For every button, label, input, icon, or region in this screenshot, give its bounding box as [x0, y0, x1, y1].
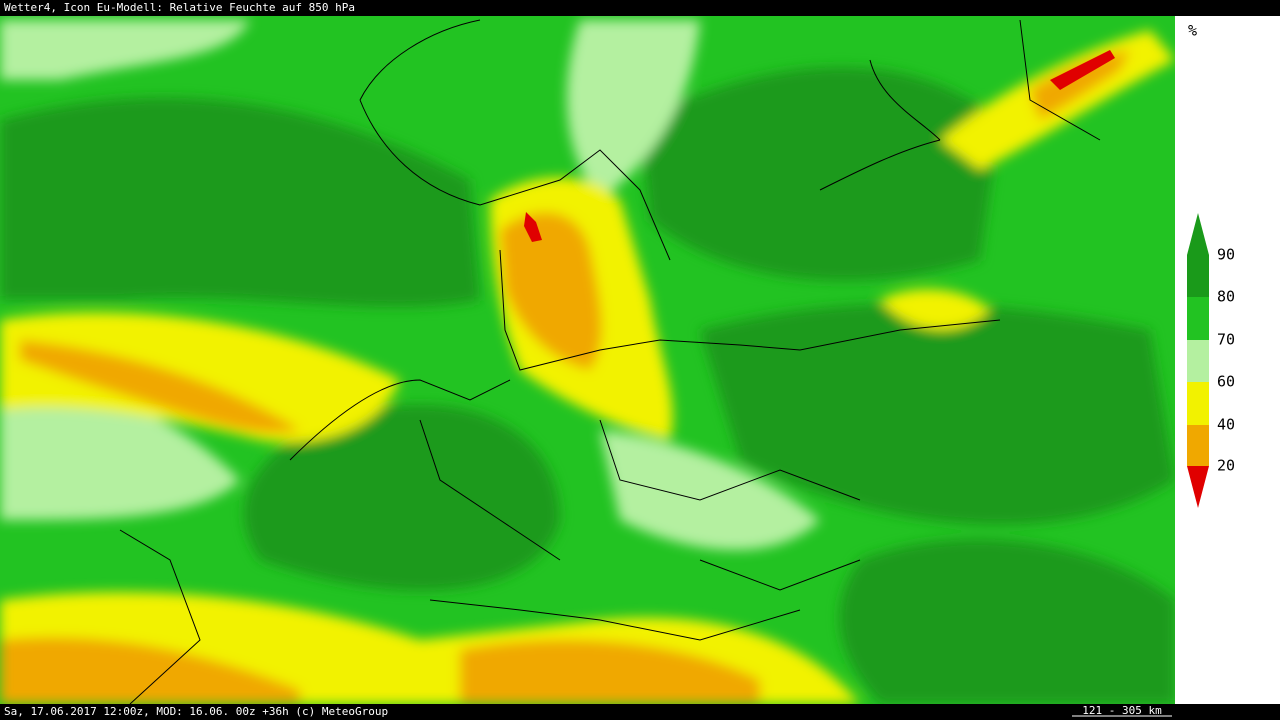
map-title: Wetter4, Icon Eu-Modell: Relative Feucht…	[4, 1, 355, 14]
legend-label: 20	[1217, 457, 1235, 475]
legend-unit: %	[1188, 22, 1197, 40]
header-bar	[0, 0, 1280, 16]
legend-label: 60	[1217, 373, 1235, 391]
humidity-map	[0, 16, 1175, 704]
legend: % 90 80 70 60 40 20	[1187, 22, 1235, 508]
scale-label: 121 - 305 km	[1082, 704, 1162, 717]
footer-info: Sa, 17.06.2017 12:00z, MOD: 16.06. 00z +…	[4, 705, 388, 718]
legend-label: 90	[1217, 246, 1235, 264]
legend-label: 80	[1217, 288, 1235, 306]
footer-bar	[0, 704, 1280, 720]
legend-label: 40	[1217, 416, 1235, 434]
legend-label: 70	[1217, 331, 1235, 349]
